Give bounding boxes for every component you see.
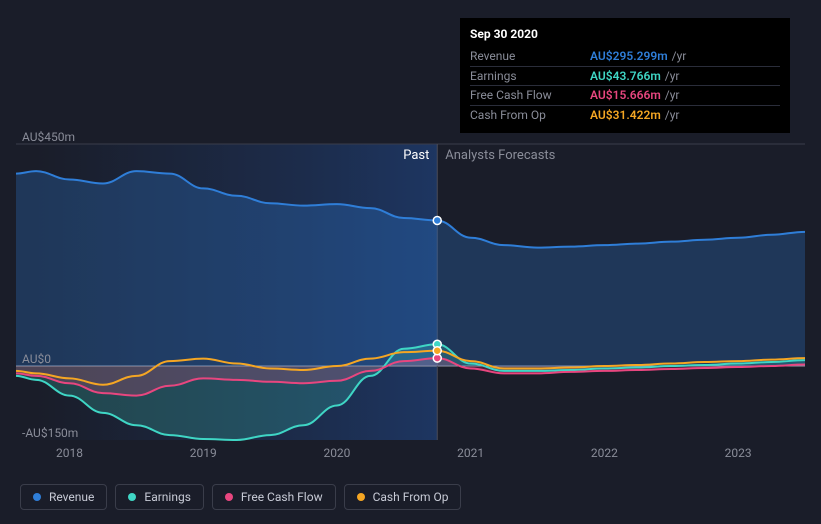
legend-dot [357,493,365,501]
tooltip-row-unit: /yr [665,68,680,85]
tooltip-row-cfo: Cash From OpAU$31.422m/yr [470,106,780,125]
tooltip-row-revenue: RevenueAU$295.299m/yr [470,47,780,67]
tooltip-row-value: AU$43.766m [590,68,661,85]
tooltip-row-value: AU$295.299m [590,48,668,65]
forecast-label: Analysts Forecasts [445,148,555,163]
tooltip-row-label: Free Cash Flow [470,87,590,104]
legend-dot [33,493,41,501]
legend: Revenue Earnings Free Cash Flow Cash From O… [20,484,461,510]
x-axis-label: 2023 [725,446,752,460]
x-axis-label: 2020 [323,446,350,460]
tooltip-row-unit: /yr [665,87,680,104]
tooltip-row-value: AU$15.666m [590,87,661,104]
tooltip-row-unit: /yr [665,107,680,124]
legend-label: Earnings [144,490,191,504]
tooltip-row-value: AU$31.422m [590,107,661,124]
tooltip-row-fcf: Free Cash FlowAU$15.666m/yr [470,86,780,106]
legend-dot [128,493,136,501]
legend-label: Revenue [49,490,94,504]
legend-item-fcf[interactable]: Free Cash Flow [212,484,336,510]
legend-dot [225,493,233,501]
legend-label: Free Cash Flow [241,490,323,504]
tooltip-row-unit: /yr [672,48,687,65]
tooltip-row-label: Cash From Op [470,107,590,124]
y-axis-label: -AU$150m [22,426,78,440]
tooltip-row-label: Revenue [470,48,590,65]
y-axis-label: AU$450m [22,130,75,144]
legend-item-revenue[interactable]: Revenue [20,484,107,510]
x-axis-label: 2018 [56,446,83,460]
tooltip-row-earnings: EarningsAU$43.766m/yr [470,67,780,87]
y-axis-label: AU$0 [22,352,51,366]
tooltip-row-label: Earnings [470,68,590,85]
past-label: Past [403,148,429,163]
tooltip: Sep 30 2020 RevenueAU$295.299m/yrEarning… [460,18,790,133]
legend-label: Cash From Op [373,490,449,504]
x-axis-label: 2021 [457,446,484,460]
legend-item-earnings[interactable]: Earnings [115,484,204,510]
x-axis-label: 2019 [190,446,217,460]
x-axis-label: 2022 [591,446,618,460]
legend-item-cfo[interactable]: Cash From Op [344,484,462,510]
tooltip-date: Sep 30 2020 [470,26,780,43]
